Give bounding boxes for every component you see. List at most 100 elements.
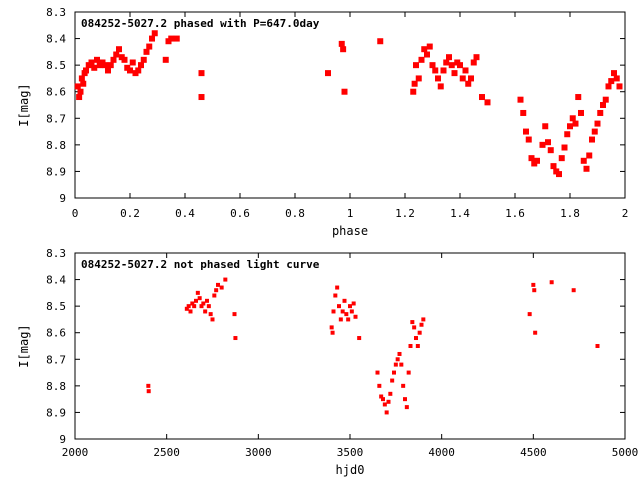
data-point (194, 298, 198, 303)
y-tick-label: 8.9 (46, 165, 66, 178)
data-point (605, 83, 612, 90)
data-point (533, 330, 538, 335)
data-point (377, 383, 382, 388)
y-axis-label: I[mag] (17, 83, 31, 126)
x-tick-label: 3500 (337, 446, 364, 459)
data-point (384, 410, 389, 415)
data-point (331, 309, 336, 314)
data-point (340, 46, 347, 53)
data-point (528, 155, 535, 162)
data-point (550, 163, 557, 170)
data-point (525, 136, 532, 143)
x-tick-label: 1 (347, 207, 354, 220)
data-point (138, 62, 144, 69)
x-axis-label: hjd0 (336, 463, 365, 477)
x-tick-label: 2 (622, 207, 629, 220)
data-point (413, 62, 419, 69)
data-point (342, 298, 347, 303)
data-point (88, 59, 95, 66)
data-point (333, 293, 338, 298)
y-tick-label: 8.4 (46, 274, 66, 287)
data-point (335, 285, 340, 290)
data-point (379, 394, 384, 399)
y-tick-label: 9 (59, 433, 66, 446)
data-point (344, 312, 349, 317)
x-tick-label: 1.4 (450, 207, 470, 220)
data-point (418, 56, 425, 63)
data-point (583, 165, 590, 172)
data-point (102, 62, 109, 69)
data-point (457, 62, 463, 69)
data-point (208, 312, 213, 317)
plot-frame (74, 252, 626, 440)
data-point (532, 288, 537, 293)
data-point (199, 304, 204, 309)
data-point (110, 56, 117, 63)
data-point (395, 357, 400, 362)
data-point (594, 120, 601, 127)
data-point (337, 304, 341, 309)
data-point (561, 144, 568, 151)
data-point (527, 312, 532, 317)
data-point (470, 59, 477, 66)
data-point (357, 336, 362, 341)
x-tick-label: 5000 (612, 446, 639, 459)
x-tick-label: 0.2 (120, 207, 140, 220)
data-point (216, 282, 220, 287)
data-point (212, 293, 217, 298)
data-point (349, 309, 354, 314)
y-tick-label: 8.8 (46, 139, 66, 152)
data-point (388, 391, 393, 396)
data-point (146, 389, 151, 394)
y-tick-label: 8.4 (46, 33, 66, 46)
data-point (429, 62, 436, 69)
data-point (83, 67, 89, 74)
data-point (146, 383, 151, 388)
y-tick-label: 8.3 (46, 6, 66, 19)
data-point (421, 46, 428, 53)
data-point (351, 301, 356, 306)
data-point (377, 38, 384, 45)
data-point (192, 304, 197, 309)
data-point (517, 96, 524, 103)
data-point (382, 402, 387, 407)
data-point (341, 88, 348, 95)
data-point (448, 62, 455, 69)
data-point (76, 94, 83, 101)
data-point (580, 157, 587, 164)
data-point (80, 80, 87, 87)
data-point (121, 56, 128, 63)
data-point (569, 115, 576, 122)
data-point (219, 285, 224, 290)
data-point (404, 405, 409, 410)
data-point (534, 157, 540, 164)
y-tick-label: 8.6 (46, 86, 66, 99)
data-point (549, 280, 554, 285)
data-point (329, 325, 334, 330)
data-point (195, 290, 200, 295)
plot-frame (74, 11, 626, 199)
data-point (600, 102, 606, 108)
data-point (205, 298, 209, 303)
data-point (206, 304, 211, 309)
data-point (443, 59, 450, 66)
data-point (520, 109, 527, 116)
data-point (346, 317, 351, 322)
x-tick-label: 1.6 (505, 207, 525, 220)
data-point (186, 304, 191, 309)
data-point (393, 362, 398, 367)
data-point (556, 171, 562, 178)
data-point (575, 94, 582, 101)
data-point (173, 35, 180, 42)
data-point (340, 309, 345, 314)
data-point (591, 128, 598, 135)
data-point (589, 136, 595, 143)
y-tick-label: 8.8 (46, 380, 66, 393)
x-tick-label: 1.2 (395, 207, 415, 220)
data-point (597, 109, 604, 116)
data-point (375, 370, 380, 375)
data-point (440, 67, 447, 74)
data-point (564, 131, 571, 138)
data-point (78, 75, 85, 82)
data-point (162, 56, 169, 63)
